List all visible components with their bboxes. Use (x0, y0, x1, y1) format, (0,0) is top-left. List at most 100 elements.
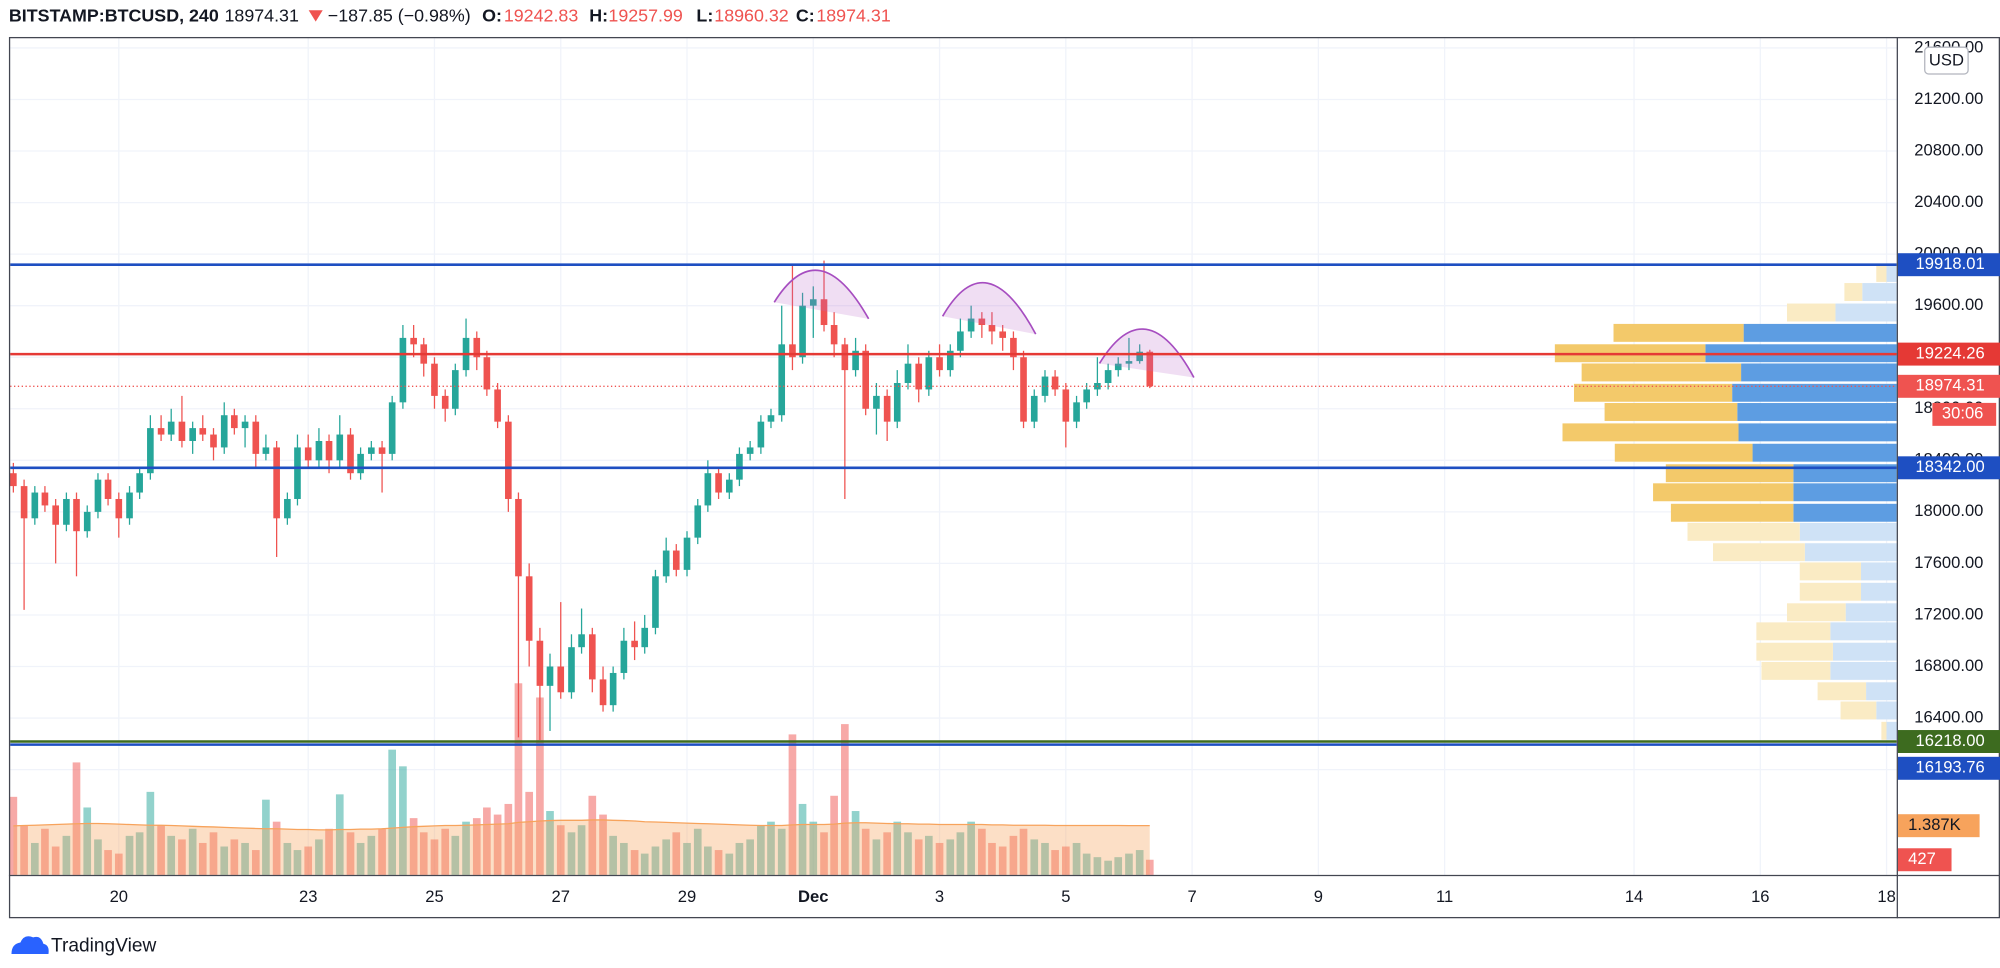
candle-body (41, 492, 49, 506)
countdown: 30:06 (1942, 404, 1984, 423)
volume-bar (851, 811, 860, 875)
volume-bar (430, 839, 439, 875)
volume-bar (599, 814, 607, 875)
countdown-box (1932, 402, 1997, 426)
volume-bar (861, 828, 870, 875)
volume-bar (378, 828, 386, 875)
candle-body (1125, 361, 1133, 364)
profile-down (1604, 403, 1738, 421)
candle-body (20, 486, 28, 519)
volume-bar (146, 791, 155, 875)
volume-bar (114, 853, 123, 875)
volume-bar (1093, 857, 1102, 875)
level-tag-box (1897, 456, 2000, 480)
volume-bar (956, 832, 965, 875)
candle-body (1104, 370, 1112, 384)
profile-down (1817, 682, 1867, 701)
field-value: 18960.32 (714, 5, 789, 25)
candle-body (652, 576, 659, 628)
x-tick-label: 20 (110, 887, 128, 906)
candle-body (820, 299, 828, 326)
profile-up (1886, 263, 1897, 282)
volume-bar (20, 825, 28, 875)
profile-down (1670, 503, 1794, 522)
currency: USD (1929, 51, 1964, 70)
volume-bar (1019, 828, 1028, 875)
volume-bar (630, 850, 639, 875)
y-tick-label: 17600.00 (1914, 553, 1983, 572)
candle-body (115, 498, 123, 519)
candle-body (757, 421, 765, 448)
volume-bar (820, 832, 828, 875)
volume-bar (1125, 853, 1133, 875)
candle-body (767, 415, 775, 422)
logo (11, 936, 49, 954)
profile-up (1804, 543, 1897, 562)
volume-bar (1104, 860, 1112, 875)
volume-bar (325, 828, 333, 875)
candle-body (136, 473, 143, 493)
volume-bar (725, 853, 734, 875)
volume-bar (662, 839, 671, 875)
candle-body (525, 576, 533, 641)
volume-bar (83, 807, 92, 875)
arc-annotation (941, 281, 1037, 335)
volume-bar (262, 799, 270, 875)
x-tick-label: 18 (1877, 887, 1895, 906)
candle-body (588, 634, 596, 680)
candle-body (473, 337, 481, 358)
x-tick-label: 14 (1625, 887, 1643, 906)
y-tick-label: 20400.00 (1914, 192, 1983, 211)
profile-down (1876, 263, 1887, 282)
levels (10, 263, 1897, 746)
header: BITSTAMP:BTCUSD, 240 18974.31 −187.85 (−… (9, 5, 891, 25)
brand: TradingView (51, 935, 156, 956)
candle-body (31, 492, 39, 519)
profile-up (1835, 303, 1897, 322)
profile-up (1741, 363, 1897, 382)
candle-body (704, 473, 712, 506)
candle-body (147, 428, 154, 474)
field-value: 19242.83 (504, 5, 579, 25)
volume-bar (883, 832, 891, 875)
volume-bar (735, 842, 744, 875)
profile-down (1799, 582, 1861, 601)
volume-bar (104, 850, 112, 875)
y-tick-label: 19600.00 (1914, 295, 1983, 314)
volume-tag-box (1897, 848, 1952, 872)
candle-body (862, 350, 870, 409)
volume-bar (1135, 850, 1144, 875)
field-key: O: (482, 5, 502, 25)
candle-body (1136, 351, 1144, 362)
profile-up (1886, 721, 1897, 740)
candle-body (715, 473, 722, 493)
volume-bar (904, 832, 912, 875)
y-tick-label: 16800.00 (1914, 656, 1983, 675)
candle-body (967, 318, 975, 332)
level-tag-box (1897, 756, 2000, 780)
profile-down (1756, 622, 1831, 641)
candle-body (620, 640, 628, 673)
volume-bar (704, 846, 712, 875)
badge-box (1924, 46, 1969, 75)
volume-bar (346, 832, 355, 875)
candle-body (852, 350, 859, 371)
field-value: 19257.99 (608, 5, 683, 25)
candle-body (410, 337, 417, 345)
volume-bar (935, 842, 944, 875)
x-tick-label: 9 (1314, 887, 1323, 906)
profile-down (1613, 323, 1744, 342)
candle-body (451, 370, 459, 409)
volume-bar (1061, 846, 1070, 875)
candle-body (304, 447, 312, 461)
profile-up (1862, 283, 1897, 301)
volume-bar (409, 818, 418, 875)
candle-body (672, 550, 680, 570)
volume-bar (1072, 842, 1081, 875)
volume-bar (893, 821, 902, 875)
x-tick-label: Dec (798, 887, 828, 906)
candle-body (94, 479, 102, 512)
candle-body (915, 363, 923, 390)
profile-down (1713, 543, 1805, 562)
symbol: BITSTAMP:BTCUSD, 240 (9, 5, 219, 25)
